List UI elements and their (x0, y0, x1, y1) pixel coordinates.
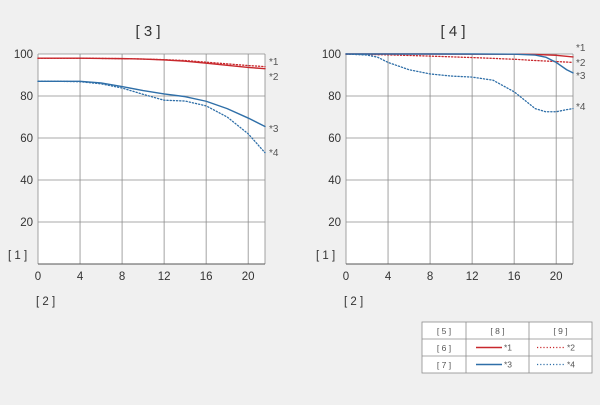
series-line-4 (37, 80, 266, 154)
chart-title: [ 3 ] (135, 23, 160, 40)
y-tick-label: 80 (328, 91, 341, 103)
y-tick-label: 100 (322, 49, 341, 61)
legend-series-label: *2 (567, 343, 575, 353)
x-tick-label: 16 (508, 271, 521, 283)
y-tick-label: 100 (14, 49, 33, 61)
x-tick-label: 12 (466, 271, 479, 283)
y-tick-label: 20 (328, 217, 341, 229)
x-axis-label: [ 2 ] (344, 296, 363, 308)
series-line-2 (37, 57, 266, 68)
y-axis-label: [ 1 ] (8, 250, 27, 262)
legend-row-label: [ 6 ] (437, 343, 451, 353)
chart-right: 20 40 60 80 100 0 4 8 12 16 20 [ 4 ] [ 1 ] [ 2 ] *1 *2 *… (316, 23, 586, 308)
y-tick-label: 80 (20, 91, 33, 103)
series-end-label: *2 (576, 58, 586, 69)
plot-area (346, 54, 573, 264)
series-end-label: *1 (576, 43, 586, 54)
legend-series-label: *1 (504, 343, 512, 353)
series-end-label: *4 (269, 148, 279, 159)
x-tick-label: 20 (242, 271, 255, 283)
legend-header: [ 9 ] (553, 326, 567, 336)
x-tick-label: 12 (158, 271, 171, 283)
x-axis-label: [ 2 ] (36, 296, 55, 308)
legend-header: [ 5 ] (437, 326, 451, 336)
series-end-label: *3 (576, 71, 586, 82)
series-line-4 (345, 53, 574, 113)
series-end-label: *4 (576, 102, 586, 113)
series-end-label: *1 (269, 57, 279, 68)
x-tick-label: 4 (385, 271, 392, 283)
x-tick-label: 20 (550, 271, 563, 283)
x-tick-label: 0 (35, 271, 41, 283)
series-end-label: *2 (269, 72, 279, 83)
legend-header: [ 8 ] (490, 326, 504, 336)
series-line-3 (345, 53, 574, 74)
x-tick-label: 4 (77, 271, 84, 283)
legend-series-label: *4 (567, 360, 575, 370)
chart-left: 20 40 60 80 100 0 4 8 12 16 20 [ 3 ] [ 1 ] [ 2 ] *1 *2 *… (8, 23, 279, 308)
y-tick-label: 40 (20, 175, 33, 187)
y-axis-label: [ 1 ] (316, 250, 335, 262)
legend-series-label: *3 (504, 360, 512, 370)
x-tick-label: 16 (200, 271, 213, 283)
x-tick-label: 8 (427, 271, 433, 283)
y-tick-label: 60 (328, 133, 341, 145)
series-line-2 (345, 53, 574, 64)
y-tick-label: 20 (20, 217, 33, 229)
legend-table: [ 5 ] [ 8 ] [ 9 ] [ 6 ] *1 *2 [ 7 ] *3 *4 (421, 321, 593, 374)
y-tick-label: 40 (328, 175, 341, 187)
plot-area (38, 54, 265, 264)
y-tick-label: 60 (20, 133, 33, 145)
series-end-label: *3 (269, 124, 279, 135)
chart-title: [ 4 ] (440, 23, 465, 40)
x-tick-label: 8 (119, 271, 125, 283)
legend-row-label: [ 7 ] (437, 360, 451, 370)
x-tick-label: 0 (343, 271, 349, 283)
